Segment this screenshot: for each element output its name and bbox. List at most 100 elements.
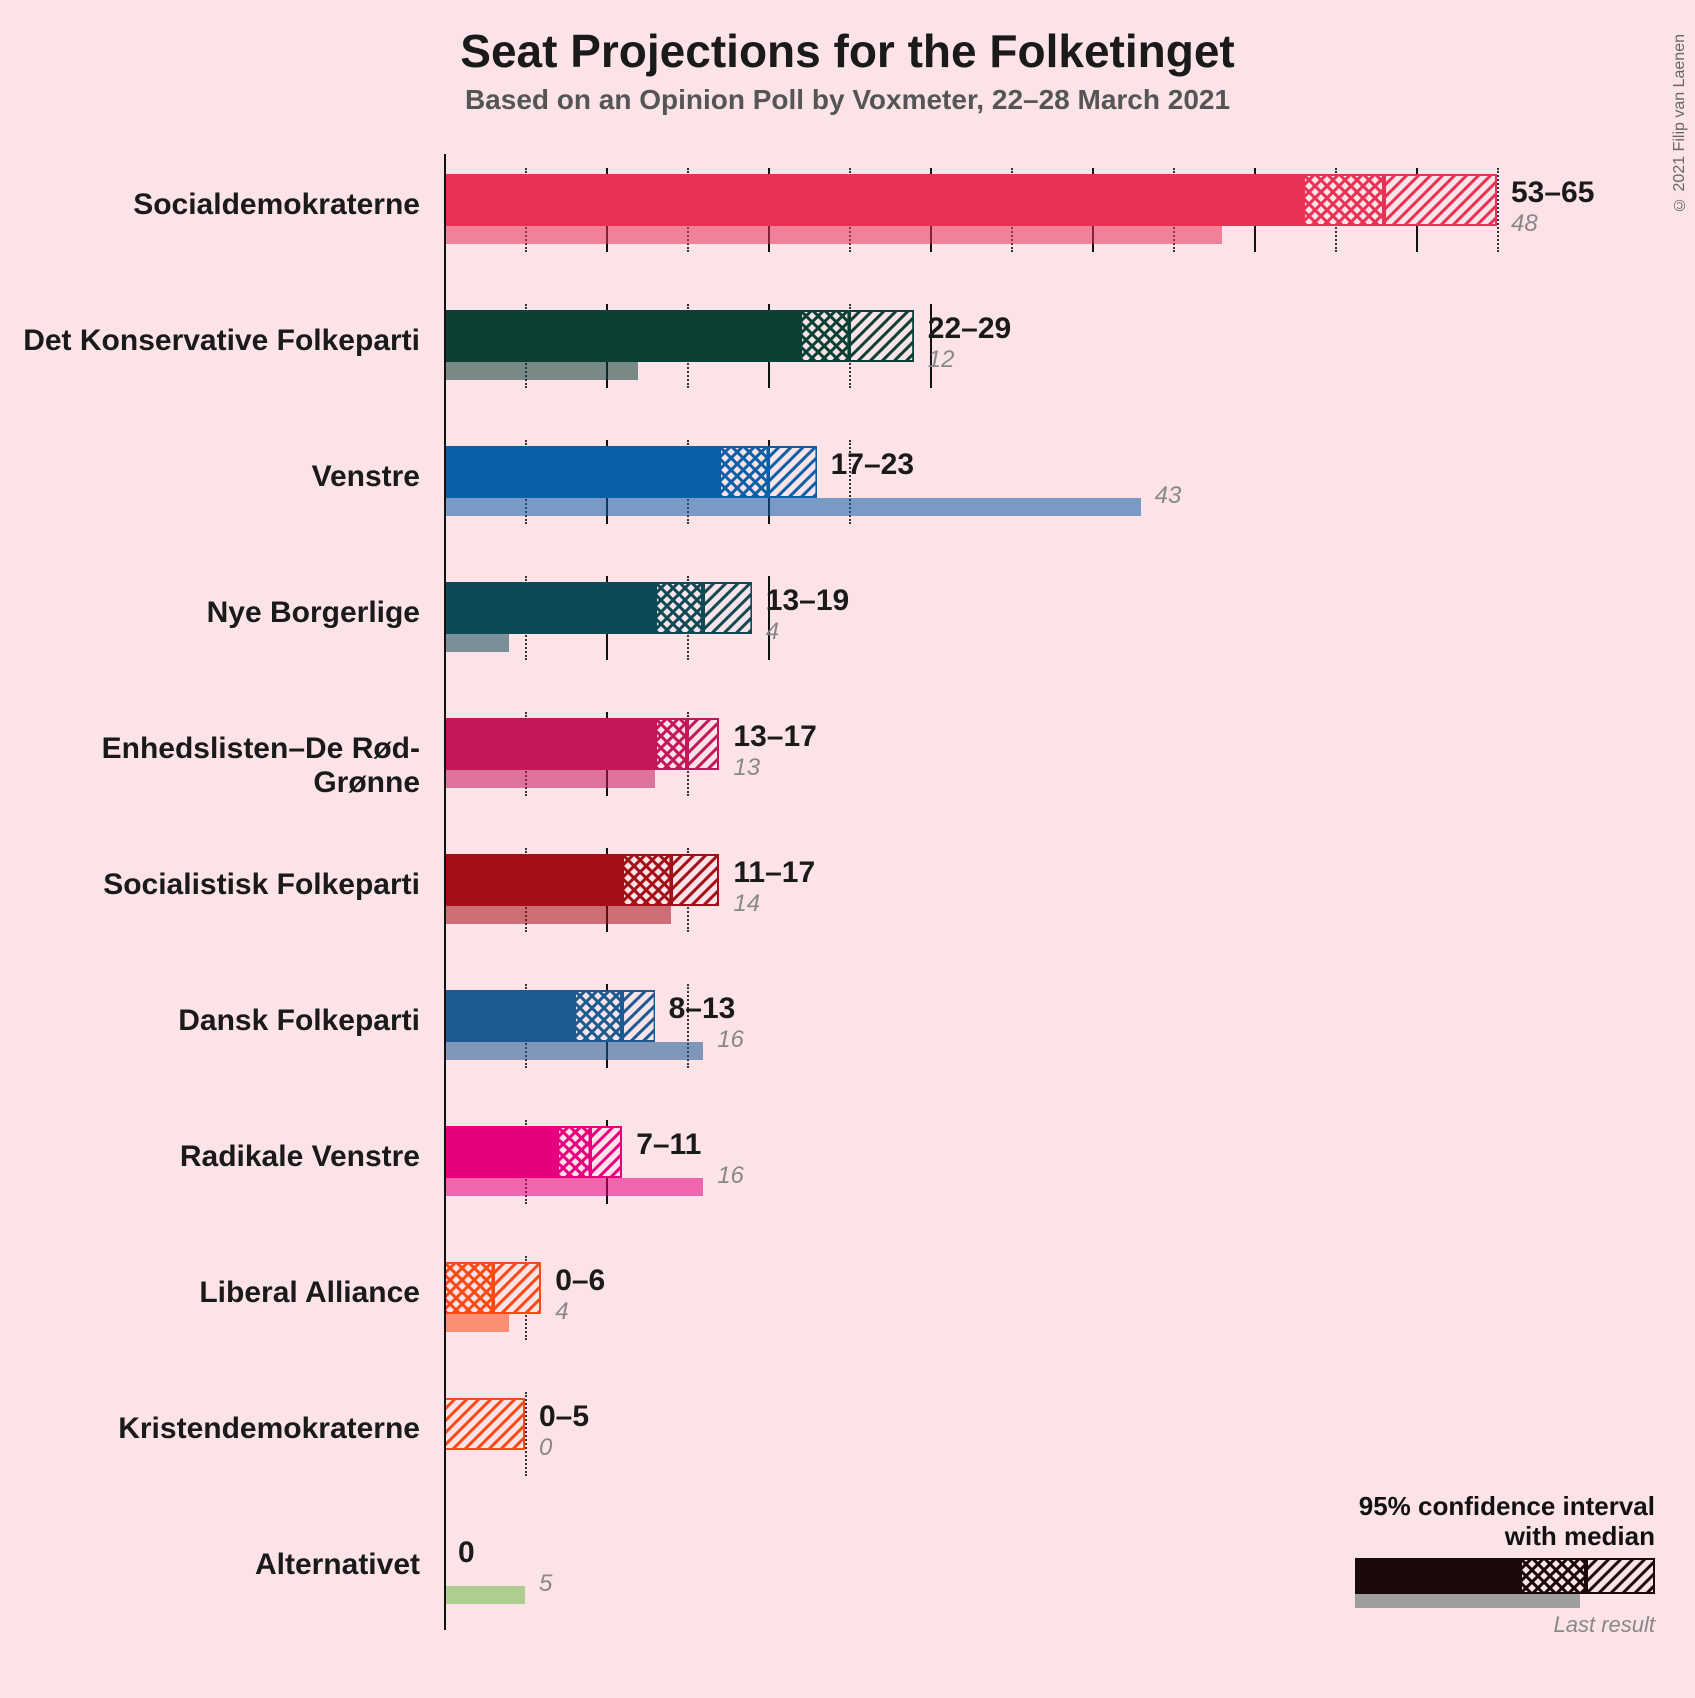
party-label: Det Konservative Folkeparti	[0, 324, 432, 358]
previous-label: 13	[733, 754, 760, 782]
gridline	[525, 1392, 527, 1476]
ci-low-bar	[444, 718, 655, 770]
range-label: 17–23	[831, 448, 914, 482]
bar-track: 53–6548	[444, 174, 1675, 254]
party-label: Socialistisk Folkeparti	[0, 868, 432, 902]
party-row: Venstre 17–23 43	[0, 446, 1695, 526]
range-label: 0–5	[539, 1400, 589, 1434]
ci-high-bar	[671, 854, 720, 906]
legend-swatch	[1235, 1558, 1655, 1612]
last-result-bar	[444, 362, 638, 380]
bar-track: 8–1316	[444, 990, 1675, 1070]
party-row: Nye Borgerlige 13–194	[0, 582, 1695, 662]
bar-track: 0–50	[444, 1398, 1675, 1478]
last-result-bar	[444, 1586, 525, 1604]
party-row: Dansk Folkeparti 8–1316	[0, 990, 1695, 1070]
ci-low-bar	[444, 990, 574, 1042]
previous-label: 12	[928, 346, 955, 374]
ci-high-bar	[687, 718, 719, 770]
last-result-bar	[444, 634, 509, 652]
ci-high-bar	[622, 990, 654, 1042]
range-label: 0–6	[555, 1264, 605, 1298]
ci-high-bar	[849, 310, 914, 362]
party-row: Enhedslisten–De Rød-Grønne13–1713	[0, 718, 1695, 798]
ci-high-bar	[493, 1262, 542, 1314]
ci-median-bar	[574, 990, 623, 1042]
range-label: 11–17	[733, 856, 815, 890]
range-label: 7–11	[636, 1128, 701, 1162]
party-row: Det Konservative Folkeparti 22–2912	[0, 310, 1695, 390]
range-label: 13–17	[733, 720, 816, 754]
party-row: Socialdemokraterne 53–6548	[0, 174, 1695, 254]
party-label: Liberal Alliance	[0, 1276, 432, 1310]
previous-label: 14	[733, 890, 760, 918]
range-label: 22–29	[928, 312, 1011, 346]
ci-high-bar	[1384, 174, 1497, 226]
axis-zero	[444, 154, 446, 1630]
previous-label: 0	[539, 1434, 552, 1462]
previous-label: 4	[766, 618, 779, 646]
ci-median-bar	[655, 582, 704, 634]
party-row: Socialistisk Folkeparti 11–1714	[0, 854, 1695, 934]
ci-median-bar	[444, 1262, 493, 1314]
previous-label: 16	[717, 1026, 744, 1054]
legend: 95% confidence interval with median Last…	[1235, 1492, 1655, 1638]
party-row: Radikale Venstre 7–1116	[0, 1126, 1695, 1206]
bar-track: 17–23 43	[444, 446, 1675, 526]
range-label: 53–65	[1511, 176, 1594, 210]
party-label: Nye Borgerlige	[0, 596, 432, 630]
party-label: Dansk Folkeparti	[0, 1004, 432, 1038]
party-label: Venstre	[0, 460, 432, 494]
last-result-bar	[444, 1042, 703, 1060]
bar-track: 13–194	[444, 582, 1675, 662]
range-label: 13–19	[766, 584, 849, 618]
bar-track: 13–1713	[444, 718, 1675, 798]
last-result-bar	[444, 770, 655, 788]
previous-label: 5	[539, 1570, 552, 1598]
chart-area: Socialdemokraterne 53–6548 Det Konservativ…	[0, 154, 1695, 1698]
last-result-bar	[444, 226, 1222, 244]
legend-line-2: with median	[1505, 1521, 1655, 1551]
previous-label: 48	[1511, 210, 1538, 238]
party-label: Kristendemokraterne	[0, 1412, 432, 1446]
bar-track: 11–1714	[444, 854, 1675, 934]
legend-line-1: 95% confidence interval	[1359, 1491, 1655, 1521]
ci-low-bar	[444, 174, 1303, 226]
last-result-bar	[444, 906, 671, 924]
bar-track: 0–64	[444, 1262, 1675, 1342]
previous-label: 4	[555, 1298, 568, 1326]
last-result-bar	[444, 498, 1141, 516]
ci-median-bar	[800, 310, 849, 362]
gridline	[1497, 168, 1499, 252]
ci-high-bar	[590, 1126, 622, 1178]
last-result-bar	[444, 1314, 509, 1332]
chart-subtitle: Based on an Opinion Poll by Voxmeter, 22…	[0, 84, 1695, 116]
bar-track: 22–2912	[444, 310, 1675, 390]
party-row: Kristendemokraterne 0–50	[0, 1398, 1695, 1478]
party-row: Liberal Alliance 0–64	[0, 1262, 1695, 1342]
ci-high-bar	[444, 1398, 525, 1450]
range-label: 0	[458, 1536, 475, 1570]
ci-median-bar	[1303, 174, 1384, 226]
previous-label: 43	[1155, 482, 1182, 510]
ci-low-bar	[444, 1126, 557, 1178]
legend-title: 95% confidence interval with median	[1235, 1492, 1655, 1552]
ci-low-bar	[444, 582, 655, 634]
ci-low-bar	[444, 310, 800, 362]
ci-high-bar	[768, 446, 817, 498]
chart-title: Seat Projections for the Folketinget	[0, 24, 1695, 78]
range-label: 8–13	[669, 992, 736, 1026]
ci-median-bar	[655, 718, 687, 770]
ci-median-bar	[622, 854, 671, 906]
party-label: Radikale Venstre	[0, 1140, 432, 1174]
ci-median-bar	[557, 1126, 589, 1178]
ci-high-bar	[703, 582, 752, 634]
ci-median-bar	[719, 446, 768, 498]
ci-low-bar	[444, 854, 622, 906]
bar-track: 7–1116	[444, 1126, 1675, 1206]
last-result-bar	[444, 1178, 703, 1196]
party-label: Enhedslisten–De Rød-Grønne	[0, 732, 432, 800]
party-label: Socialdemokraterne	[0, 188, 432, 222]
party-label: Alternativet	[0, 1548, 432, 1582]
legend-last-label: Last result	[1235, 1612, 1655, 1638]
